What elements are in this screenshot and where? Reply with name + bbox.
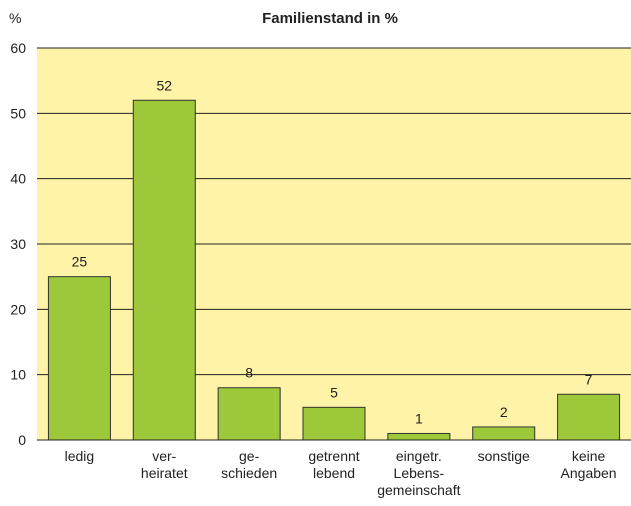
x-tick-label: eingetr. Lebens-gemeinschaft (377, 448, 460, 498)
x-tick-label: ver-heiratet (141, 448, 188, 481)
bar (132, 99, 196, 441)
y-tick-label: 60 (10, 40, 26, 56)
y-tick-label: 0 (18, 432, 26, 448)
value-label: 8 (245, 365, 253, 381)
value-label: 7 (585, 371, 593, 387)
bar (47, 276, 111, 441)
bar (557, 393, 621, 441)
bar (302, 406, 366, 441)
bar (472, 426, 536, 441)
x-tick-label: keine Angaben (561, 448, 617, 481)
y-tick-label: 30 (10, 236, 26, 252)
value-label: 1 (415, 410, 423, 426)
x-tick-label: ledig (65, 448, 95, 464)
y-axis-label: % (9, 10, 21, 26)
value-label: 25 (72, 254, 88, 270)
value-label: 2 (500, 404, 508, 420)
chart-title: Familienstand in % (262, 10, 398, 27)
bar (387, 432, 451, 441)
bar (217, 387, 281, 441)
value-label: 5 (330, 384, 338, 400)
value-label: 52 (156, 77, 172, 93)
y-tick-label: 20 (10, 301, 26, 317)
y-tick-label: 40 (10, 171, 26, 187)
y-tick-label: 10 (10, 367, 26, 383)
y-tick-label: 50 (10, 105, 26, 121)
x-tick-label: sonstige (478, 448, 530, 464)
x-tick-label: ge-schieden (221, 448, 277, 481)
x-tick-label: getrennt lebend (308, 448, 359, 481)
